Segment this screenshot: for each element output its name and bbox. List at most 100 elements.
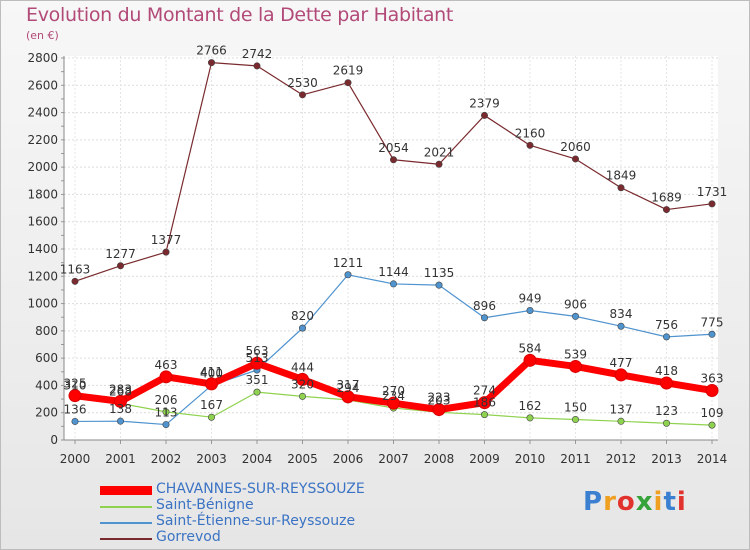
data-point <box>571 155 579 163</box>
legend-item: CHAVANNES-SUR-REYSSOUZE <box>100 481 400 499</box>
x-tick-label: 2007 <box>378 452 409 466</box>
data-label: 906 <box>564 297 587 311</box>
data-label: 113 <box>155 406 178 420</box>
data-label: 2160 <box>515 126 546 140</box>
data-point <box>298 324 306 332</box>
logo-letter: x <box>635 487 654 517</box>
data-label: 274 <box>473 384 496 398</box>
legend-item: Gorrevod <box>100 529 400 547</box>
data-label: 325 <box>64 377 87 391</box>
data-label: 411 <box>200 365 223 379</box>
y-tick-label: 1600 <box>27 215 58 229</box>
data-label: 317 <box>337 378 360 392</box>
data-label: 1731 <box>697 185 728 199</box>
data-label: 167 <box>200 398 223 412</box>
data-point <box>205 377 218 391</box>
data-point <box>523 353 537 367</box>
logo-letter: t <box>663 487 677 517</box>
data-point <box>662 206 670 214</box>
legend-swatch <box>100 522 152 524</box>
data-point <box>432 403 446 417</box>
data-point <box>159 370 173 384</box>
data-label: 444 <box>291 360 314 374</box>
x-tick-label: 2005 <box>287 452 318 466</box>
data-label: 834 <box>610 307 633 321</box>
y-tick-label: 2400 <box>27 106 58 120</box>
chart-title: Evolution du Montant de la Dette par Hab… <box>26 4 454 26</box>
data-point <box>344 79 352 87</box>
data-label: 123 <box>655 404 678 418</box>
y-tick-label: 2200 <box>27 133 58 147</box>
data-label: 563 <box>246 344 269 358</box>
logo-letter: o <box>616 487 636 517</box>
data-label: 234 <box>382 389 405 403</box>
data-point <box>71 417 79 425</box>
x-tick-label: 2008 <box>424 452 455 466</box>
data-label: 203 <box>428 393 451 407</box>
data-point <box>617 184 625 192</box>
data-point <box>480 314 488 322</box>
data-label: 162 <box>519 399 542 413</box>
legend-label: Saint-Étienne-sur-Reyssouze <box>156 513 356 529</box>
data-point <box>162 421 170 429</box>
legend-label: Gorrevod <box>156 529 221 545</box>
data-label: 756 <box>655 318 678 332</box>
data-label: 150 <box>564 401 587 415</box>
legend-swatch <box>100 506 152 508</box>
data-label: 138 <box>109 402 132 416</box>
data-point <box>571 416 579 424</box>
data-point <box>298 91 306 99</box>
proxiti-logo: Proxiti <box>583 487 687 517</box>
data-label: 1135 <box>424 266 455 280</box>
x-tick-label: 2011 <box>560 452 591 466</box>
data-point <box>526 414 534 422</box>
data-point <box>617 322 625 330</box>
data-point <box>387 396 400 410</box>
x-tick-label: 2004 <box>242 452 273 466</box>
data-label: 1144 <box>378 265 409 279</box>
data-point <box>253 388 261 396</box>
data-label: 2054 <box>378 141 409 155</box>
data-label: 1163 <box>60 262 91 276</box>
data-label: 1849 <box>606 169 637 183</box>
x-tick-label: 2009 <box>469 452 500 466</box>
data-label: 283 <box>109 382 132 396</box>
y-tick-label: 0 <box>50 433 58 447</box>
data-point <box>250 356 264 370</box>
data-label: 2619 <box>333 64 364 78</box>
data-label: 820 <box>291 309 314 323</box>
data-label: 2766 <box>196 44 227 58</box>
data-label: 896 <box>473 299 496 313</box>
y-tick-label: 2800 <box>27 51 58 65</box>
logo-letter: i <box>676 487 687 517</box>
x-tick-label: 2000 <box>60 452 91 466</box>
data-label: 400 <box>200 366 223 380</box>
data-point <box>614 368 628 382</box>
logo-letter: r <box>603 487 617 517</box>
data-label: 539 <box>564 347 587 361</box>
data-label: 310 <box>64 379 87 393</box>
data-point <box>253 62 261 70</box>
logo-letter: P <box>583 487 604 517</box>
x-tick-label: 2002 <box>151 452 182 466</box>
x-tick-label: 2010 <box>515 452 546 466</box>
data-point <box>68 389 82 403</box>
data-point <box>114 394 127 408</box>
data-label: 136 <box>64 402 87 416</box>
data-point <box>662 419 670 427</box>
data-point <box>478 396 491 410</box>
y-tick-label: 1400 <box>27 242 58 256</box>
data-label: 477 <box>610 356 633 370</box>
data-point <box>162 408 170 416</box>
data-point <box>526 141 534 149</box>
y-tick-label: 2000 <box>27 160 58 174</box>
data-label: 351 <box>246 373 269 387</box>
data-label: 463 <box>155 358 178 372</box>
data-label: 2021 <box>424 145 455 159</box>
y-tick-label: 800 <box>35 324 58 338</box>
data-point <box>389 156 397 164</box>
data-label: 949 <box>519 292 542 306</box>
data-point <box>117 417 125 425</box>
data-point <box>208 413 216 421</box>
